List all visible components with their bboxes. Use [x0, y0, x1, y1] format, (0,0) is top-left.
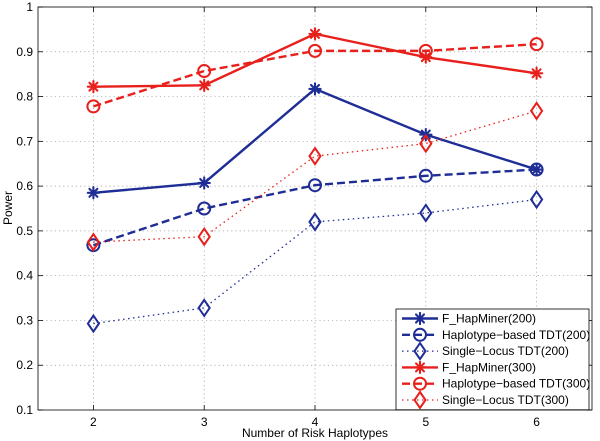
asterisk-marker: [86, 186, 101, 200]
asterisk-marker: [529, 66, 544, 80]
asterisk-marker: [197, 176, 211, 190]
diamond-marker: [86, 313, 101, 334]
circle-marker: [529, 37, 544, 52]
x-tick-label: 3: [201, 415, 208, 429]
legend: F_HapMiner(200) Haplotype−based TDT(200) S…: [395, 308, 590, 411]
asterisk-marker: [529, 162, 544, 177]
legend-label: Single−Locus TDT(300): [442, 393, 569, 407]
circle-marker: [413, 327, 427, 342]
legend-label: Haplotype−based TDT(200): [442, 328, 590, 342]
circle-marker: [529, 162, 544, 177]
diamond-marker: [419, 203, 433, 223]
x-axis-label: Number of Risk Haplotypes: [242, 426, 388, 440]
series-line: [93, 42, 537, 108]
diamond-marker: [197, 298, 211, 318]
y-tick-label: 0.5: [16, 224, 33, 238]
x-tick-label: 4: [312, 415, 319, 429]
diamond-marker: [529, 101, 544, 121]
x-tick-label: 6: [533, 415, 540, 429]
circle-marker: [86, 99, 101, 114]
legend-entry: F_HapMiner(200): [402, 312, 536, 326]
y-tick-label: 0.6: [16, 179, 33, 193]
circle-marker: [308, 178, 322, 193]
diamond-marker: [86, 232, 101, 252]
circle-marker: [413, 376, 427, 391]
legend-label: F_HapMiner(300): [442, 360, 536, 374]
series-line: [93, 168, 537, 247]
series-6: [86, 101, 544, 252]
asterisk-marker: [197, 78, 211, 93]
diamond-marker: [197, 226, 211, 247]
diamond-marker: [308, 146, 322, 166]
legend-label: F_HapMiner(200): [442, 312, 536, 326]
asterisk-marker: [308, 27, 322, 41]
y-tick-label: 0.4: [16, 269, 33, 283]
circle-marker: [197, 201, 212, 216]
circle-marker: [308, 43, 322, 58]
series-1: [86, 82, 544, 200]
y-tick-label: 0.1: [16, 403, 33, 417]
legend-entry: Single−Locus TDT(300): [402, 390, 569, 410]
legend-label: Single−Locus TDT(200): [442, 344, 569, 358]
diamond-marker: [413, 341, 427, 361]
y-tick-label: 0.2: [16, 358, 33, 372]
legend-box: [395, 308, 590, 411]
y-axis-label: Power: [1, 191, 15, 225]
asterisk-marker: [413, 360, 427, 375]
y-tick-label: 0.9: [16, 45, 33, 59]
diamond-marker: [419, 133, 433, 154]
legend-entry: Single−Locus TDT(200): [402, 341, 569, 361]
x-tick-label: 2: [90, 415, 97, 429]
y-tick-label: 0.8: [16, 90, 33, 104]
diamond-marker: [413, 390, 427, 410]
legend-entry: Haplotype−based TDT(200): [402, 327, 590, 342]
diamond-marker: [308, 212, 322, 232]
x-tick-label: 5: [422, 415, 429, 429]
diamond-marker: [529, 189, 544, 210]
asterisk-marker: [308, 82, 322, 96]
y-tick-label: 0.3: [16, 313, 33, 327]
series-group: [86, 27, 544, 334]
y-tick-label: 0.7: [16, 134, 33, 148]
axis-ticks: 0.1 0.2 0.3 0.4 0.5 0.6 0.7 0.8 0.9 1 2 3 4 5 6: [16, 0, 592, 429]
legend-entry: Haplotype−based TDT(300): [402, 376, 590, 391]
series-5: [86, 37, 544, 114]
series-line: [93, 198, 537, 325]
legend-label: Haplotype−based TDT(300): [442, 377, 590, 391]
circle-marker: [418, 168, 433, 183]
y-tick-label: 1: [26, 0, 33, 14]
legend-entry: F_HapMiner(300): [402, 360, 536, 374]
asterisk-marker: [413, 311, 427, 326]
circle-marker: [418, 43, 433, 58]
series-4: [86, 27, 544, 94]
asterisk-marker: [86, 80, 101, 94]
circle-marker: [197, 64, 212, 79]
series-3: [86, 189, 544, 334]
